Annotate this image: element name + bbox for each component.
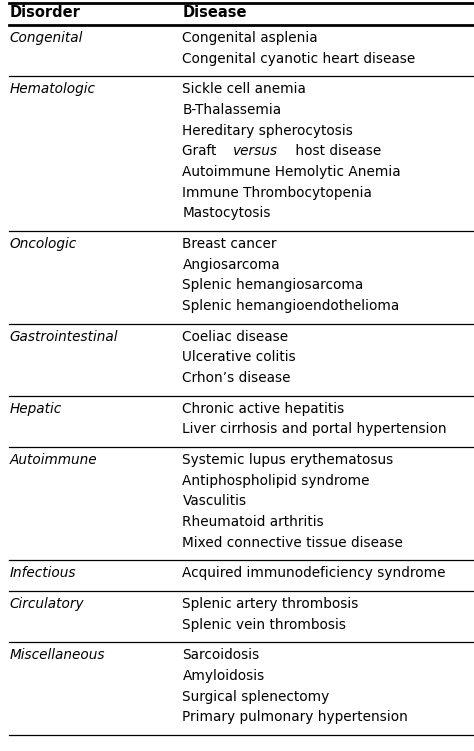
Text: Antiphospholipid syndrome: Antiphospholipid syndrome (182, 474, 370, 487)
Text: Acquired immunodeficiency syndrome: Acquired immunodeficiency syndrome (182, 566, 446, 581)
Text: Congenital: Congenital (9, 31, 83, 45)
Text: host disease: host disease (291, 144, 381, 158)
Text: Disease: Disease (182, 5, 247, 20)
Text: Congenital cyanotic heart disease: Congenital cyanotic heart disease (182, 52, 416, 65)
Text: Liver cirrhosis and portal hypertension: Liver cirrhosis and portal hypertension (182, 422, 447, 436)
Text: Mixed connective tissue disease: Mixed connective tissue disease (182, 535, 403, 550)
Text: Vasculitis: Vasculitis (182, 494, 246, 508)
Text: Splenic hemangioendothelioma: Splenic hemangioendothelioma (182, 299, 400, 313)
Text: Crhon’s disease: Crhon’s disease (182, 371, 291, 385)
Text: Autoimmune: Autoimmune (9, 453, 97, 467)
Text: Systemic lupus erythematosus: Systemic lupus erythematosus (182, 453, 394, 467)
Text: Immune Thrombocytopenia: Immune Thrombocytopenia (182, 185, 373, 200)
Text: Mastocytosis: Mastocytosis (182, 207, 271, 220)
Text: Rheumatoid arthritis: Rheumatoid arthritis (182, 515, 324, 529)
Text: Chronic active hepatitis: Chronic active hepatitis (182, 402, 345, 415)
Text: Miscellaneous: Miscellaneous (9, 648, 105, 662)
Text: Surgical splenectomy: Surgical splenectomy (182, 689, 330, 704)
Text: Coeliac disease: Coeliac disease (182, 330, 289, 344)
Text: Disorder: Disorder (9, 5, 81, 20)
Text: Breast cancer: Breast cancer (182, 237, 277, 251)
Text: Infectious: Infectious (9, 566, 76, 581)
Text: Hepatic: Hepatic (9, 402, 62, 415)
Text: Ulcerative colitis: Ulcerative colitis (182, 350, 296, 364)
Text: Sarcoidosis: Sarcoidosis (182, 648, 260, 662)
Text: Graft: Graft (182, 144, 221, 158)
Text: Hereditary spherocytosis: Hereditary spherocytosis (182, 124, 353, 137)
Text: Angiosarcoma: Angiosarcoma (182, 258, 280, 272)
Text: Splenic hemangiosarcoma: Splenic hemangiosarcoma (182, 279, 364, 292)
Text: Autoimmune Hemolytic Anemia: Autoimmune Hemolytic Anemia (182, 165, 401, 179)
Text: Splenic artery thrombosis: Splenic artery thrombosis (182, 597, 359, 611)
Text: B-Thalassemia: B-Thalassemia (182, 103, 282, 117)
Text: versus: versus (232, 144, 277, 158)
Text: Oncologic: Oncologic (9, 237, 77, 251)
Text: Amyloidosis: Amyloidosis (182, 669, 265, 683)
Text: Circulatory: Circulatory (9, 597, 84, 611)
Text: Congenital asplenia: Congenital asplenia (182, 31, 318, 45)
Text: Hematologic: Hematologic (9, 83, 95, 96)
Text: Gastrointestinal: Gastrointestinal (9, 330, 118, 344)
Text: Sickle cell anemia: Sickle cell anemia (182, 83, 306, 96)
Text: Primary pulmonary hypertension: Primary pulmonary hypertension (182, 710, 409, 724)
Text: Splenic vein thrombosis: Splenic vein thrombosis (182, 617, 346, 632)
